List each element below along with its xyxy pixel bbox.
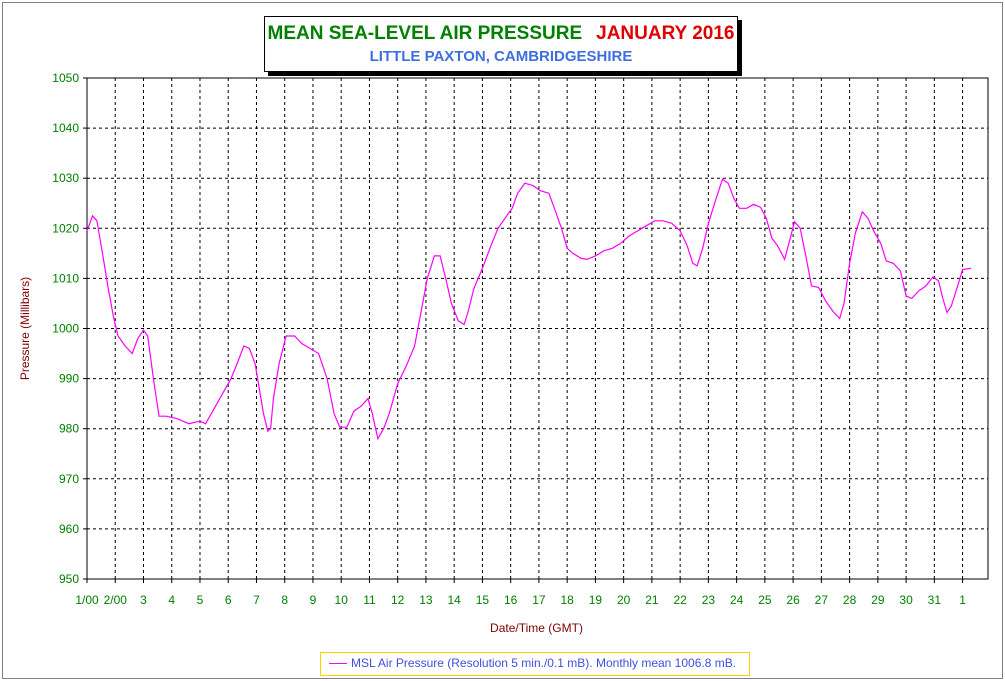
x-tick-label: 9: [310, 593, 317, 607]
y-tick-label: 1020: [52, 221, 79, 235]
y-tick-label: 1010: [52, 271, 79, 285]
legend-series-label: MSL Air Pressure (Resolution 5 min./0.1 …: [351, 656, 737, 670]
y-tick-label: 1000: [52, 322, 79, 336]
x-tick-label: 24: [730, 593, 744, 607]
x-tick-label: 31: [928, 593, 942, 607]
legend: MSL Air Pressure (Resolution 5 min./0.1 …: [320, 652, 750, 676]
legend-series-swatch: [329, 663, 347, 664]
x-tick-label: 6: [225, 593, 232, 607]
x-tick-label: 1/00: [75, 593, 99, 607]
grid-lines: [87, 78, 988, 579]
x-tick-label: 2/00: [104, 593, 128, 607]
chart-subtitle: LITTLE PAXTON, CAMBRIDGESHIRE: [369, 48, 633, 65]
x-axis-label: Date/Time (GMT): [490, 621, 583, 635]
x-tick-label: 15: [476, 593, 490, 607]
y-tick-label: 1040: [52, 121, 79, 135]
chart-title-box: MEAN SEA-LEVEL AIR PRESSURE JANUARY 2016 …: [264, 16, 738, 72]
x-tick-label: 21: [645, 593, 659, 607]
x-tick-label: 10: [335, 593, 349, 607]
x-tick-label: 7: [253, 593, 260, 607]
plot-area-border: [86, 77, 989, 580]
x-tick-label: 8: [281, 593, 288, 607]
y-axis-label: Pressure (Millibars): [18, 277, 32, 380]
x-tick-label: 28: [843, 593, 857, 607]
x-tick-label: 4: [168, 593, 175, 607]
x-tick-label: 30: [899, 593, 913, 607]
x-tick-label: 22: [673, 593, 687, 607]
x-tick-label: 1: [959, 593, 966, 607]
y-tick-label: 1050: [52, 71, 79, 85]
chart-title-month: JANUARY 2016: [596, 23, 735, 44]
chart-title: MEAN SEA-LEVEL AIR PRESSURE: [267, 23, 583, 44]
x-tick-label: 17: [532, 593, 546, 607]
x-tick-label: 25: [758, 593, 772, 607]
x-axis-ticks: 1/00 2/00 3 4 5 6 7 8 9 10 11 12 13 14 15 16 17 18 19 20 21 2…: [75, 579, 966, 607]
x-tick-label: 5: [197, 593, 204, 607]
y-tick-label: 950: [59, 572, 79, 586]
y-tick-label: 970: [59, 472, 79, 486]
x-tick-label: 19: [589, 593, 603, 607]
y-tick-label: 980: [59, 422, 79, 436]
x-tick-label: 13: [419, 593, 433, 607]
x-tick-label: 26: [786, 593, 800, 607]
x-tick-label: 12: [391, 593, 405, 607]
title-line: MEAN SEA-LEVEL AIR PRESSURE JANUARY 2016: [265, 23, 737, 45]
x-tick-label: 3: [140, 593, 147, 607]
y-axis-ticks: 950 960 970 980 990 1000 1010 1020 1030 1040 1050: [52, 71, 87, 586]
y-tick-label: 1030: [52, 171, 79, 185]
x-tick-label: 16: [504, 593, 518, 607]
x-tick-label: 27: [815, 593, 829, 607]
y-tick-label: 960: [59, 522, 79, 536]
y-tick-label: 990: [59, 372, 79, 386]
x-tick-label: 23: [702, 593, 716, 607]
x-tick-label: 11: [363, 593, 376, 607]
x-tick-label: 20: [617, 593, 631, 607]
x-tick-label: 18: [560, 593, 574, 607]
x-tick-label: 14: [447, 593, 461, 607]
x-tick-label: 29: [871, 593, 885, 607]
pressure-series-line: [86, 178, 972, 441]
